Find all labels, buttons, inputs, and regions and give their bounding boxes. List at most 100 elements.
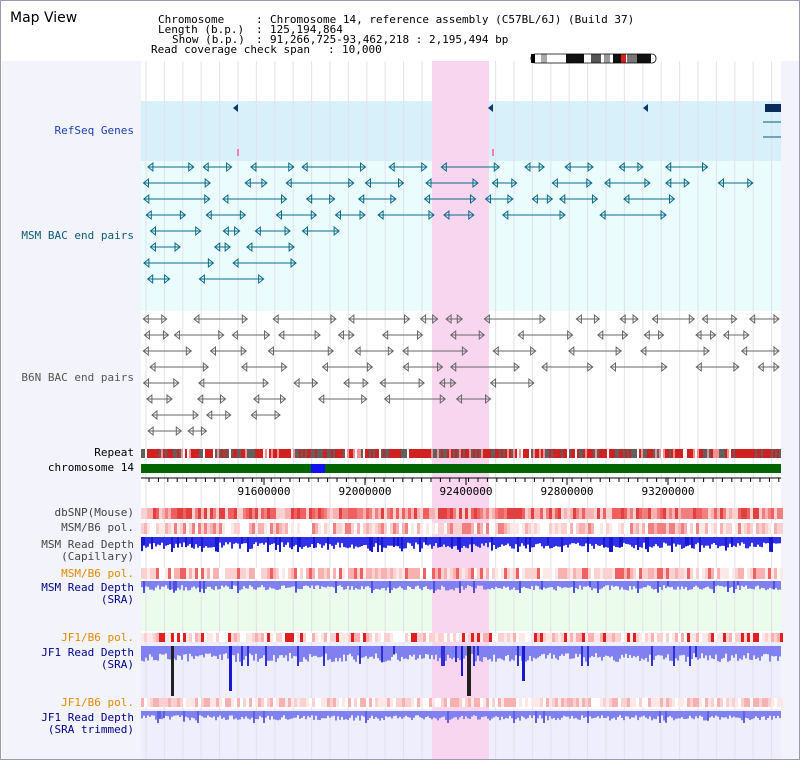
- heat-segment: [396, 568, 399, 579]
- heat-segment: [594, 698, 597, 707]
- heat-segment: [462, 568, 465, 579]
- depth-spike: [247, 537, 249, 552]
- depth-spike: [393, 646, 395, 655]
- heat-segment: [201, 698, 204, 707]
- depth-bar: [709, 581, 711, 589]
- heat-segment: [468, 698, 471, 707]
- depth-bar: [611, 711, 613, 719]
- depth-spike: [177, 537, 179, 548]
- depth-bar: [237, 711, 239, 720]
- depth-bar: [687, 646, 689, 657]
- repeat-segment: [541, 449, 543, 458]
- heat-segment: [699, 523, 702, 534]
- heat-segment: [564, 568, 567, 579]
- heat-segment: [333, 508, 336, 519]
- depth-bar: [753, 581, 755, 590]
- depth-bar: [291, 646, 293, 659]
- depth-bar: [245, 537, 247, 544]
- heat-segment: [423, 523, 426, 534]
- depth-bar: [155, 711, 157, 720]
- heat-segment: [441, 523, 444, 534]
- heat-segment: [531, 508, 534, 519]
- depth-bar: [703, 646, 705, 659]
- heat-segment: [420, 568, 423, 579]
- depth-bar: [711, 646, 713, 659]
- b6n-bac-pair-end: [609, 361, 617, 373]
- depth-bar: [455, 537, 457, 546]
- depth-bar: [707, 581, 709, 587]
- depth-bar: [625, 646, 627, 654]
- depth-bar: [761, 711, 763, 717]
- heat-segment: [411, 508, 414, 519]
- repeat-segment: [199, 449, 201, 458]
- depth-bar: [207, 581, 209, 587]
- depth-bar: [745, 646, 747, 659]
- heat-segment: [150, 508, 153, 519]
- depth-bar: [373, 711, 375, 719]
- heat-segment: [624, 523, 627, 534]
- depth-bar: [657, 537, 659, 547]
- depth-bar: [181, 537, 183, 547]
- heat-segment: [534, 633, 537, 642]
- heat-segment: [441, 568, 444, 579]
- heat-segment: [273, 633, 276, 642]
- depth-bar: [449, 537, 451, 548]
- heat-segment: [594, 568, 597, 579]
- repeat-segment: [611, 449, 613, 458]
- depth-bar: [191, 711, 193, 718]
- depth-bar: [367, 581, 369, 587]
- repeat-segment: [551, 449, 553, 458]
- heat-segment: [324, 508, 327, 519]
- depth-bar: [285, 646, 287, 656]
- depth-bar: [545, 711, 547, 716]
- heat-segment: [750, 523, 753, 534]
- depth-spike: [151, 537, 153, 550]
- repeat-segment: [471, 449, 473, 458]
- b6n-bac-pair-end: [379, 377, 386, 389]
- heat-segment: [273, 523, 276, 534]
- repeat-segment: [511, 449, 513, 458]
- b6n-bac-pair-end: [587, 361, 594, 373]
- heat-segment: [261, 698, 264, 707]
- repeat-segment: [281, 449, 283, 458]
- heat-segment: [276, 698, 279, 707]
- depth-bar: [773, 711, 775, 716]
- heat-segment: [420, 508, 423, 519]
- depth-bar: [419, 646, 421, 655]
- heat-segment: [288, 698, 291, 707]
- heat-segment: [678, 698, 681, 707]
- repeat-segment: [593, 449, 595, 458]
- heat-segment: [456, 523, 459, 534]
- depth-bar: [657, 646, 659, 655]
- repeat-segment: [577, 449, 579, 458]
- heat-segment: [318, 568, 321, 579]
- depth-bar: [487, 646, 489, 660]
- heat-segment: [357, 633, 360, 642]
- depth-bar: [483, 537, 485, 546]
- heat-segment: [378, 698, 381, 707]
- heat-segment: [324, 523, 327, 534]
- repeat-segment: [219, 449, 221, 458]
- depth-bar: [725, 711, 727, 718]
- heat-segment: [753, 523, 756, 534]
- depth-bar: [605, 537, 607, 548]
- depth-bar: [383, 581, 385, 588]
- depth-spike: [157, 711, 159, 723]
- heat-segment: [330, 698, 333, 707]
- repeat-segment: [183, 449, 185, 458]
- depth-bar: [635, 711, 637, 716]
- depth-bar: [723, 711, 725, 718]
- chromosome-position-marker: [311, 464, 325, 473]
- depth-spike: [525, 537, 527, 549]
- heat-segment: [204, 523, 207, 534]
- depth-bar: [565, 646, 567, 654]
- depth-bar: [581, 537, 583, 547]
- heat-segment: [243, 633, 246, 642]
- heat-segment: [438, 523, 441, 534]
- depth-bar: [703, 581, 705, 589]
- depth-bar: [603, 646, 605, 657]
- heat-segment: [669, 523, 672, 534]
- depth-bar: [593, 581, 595, 589]
- heat-segment: [663, 633, 666, 642]
